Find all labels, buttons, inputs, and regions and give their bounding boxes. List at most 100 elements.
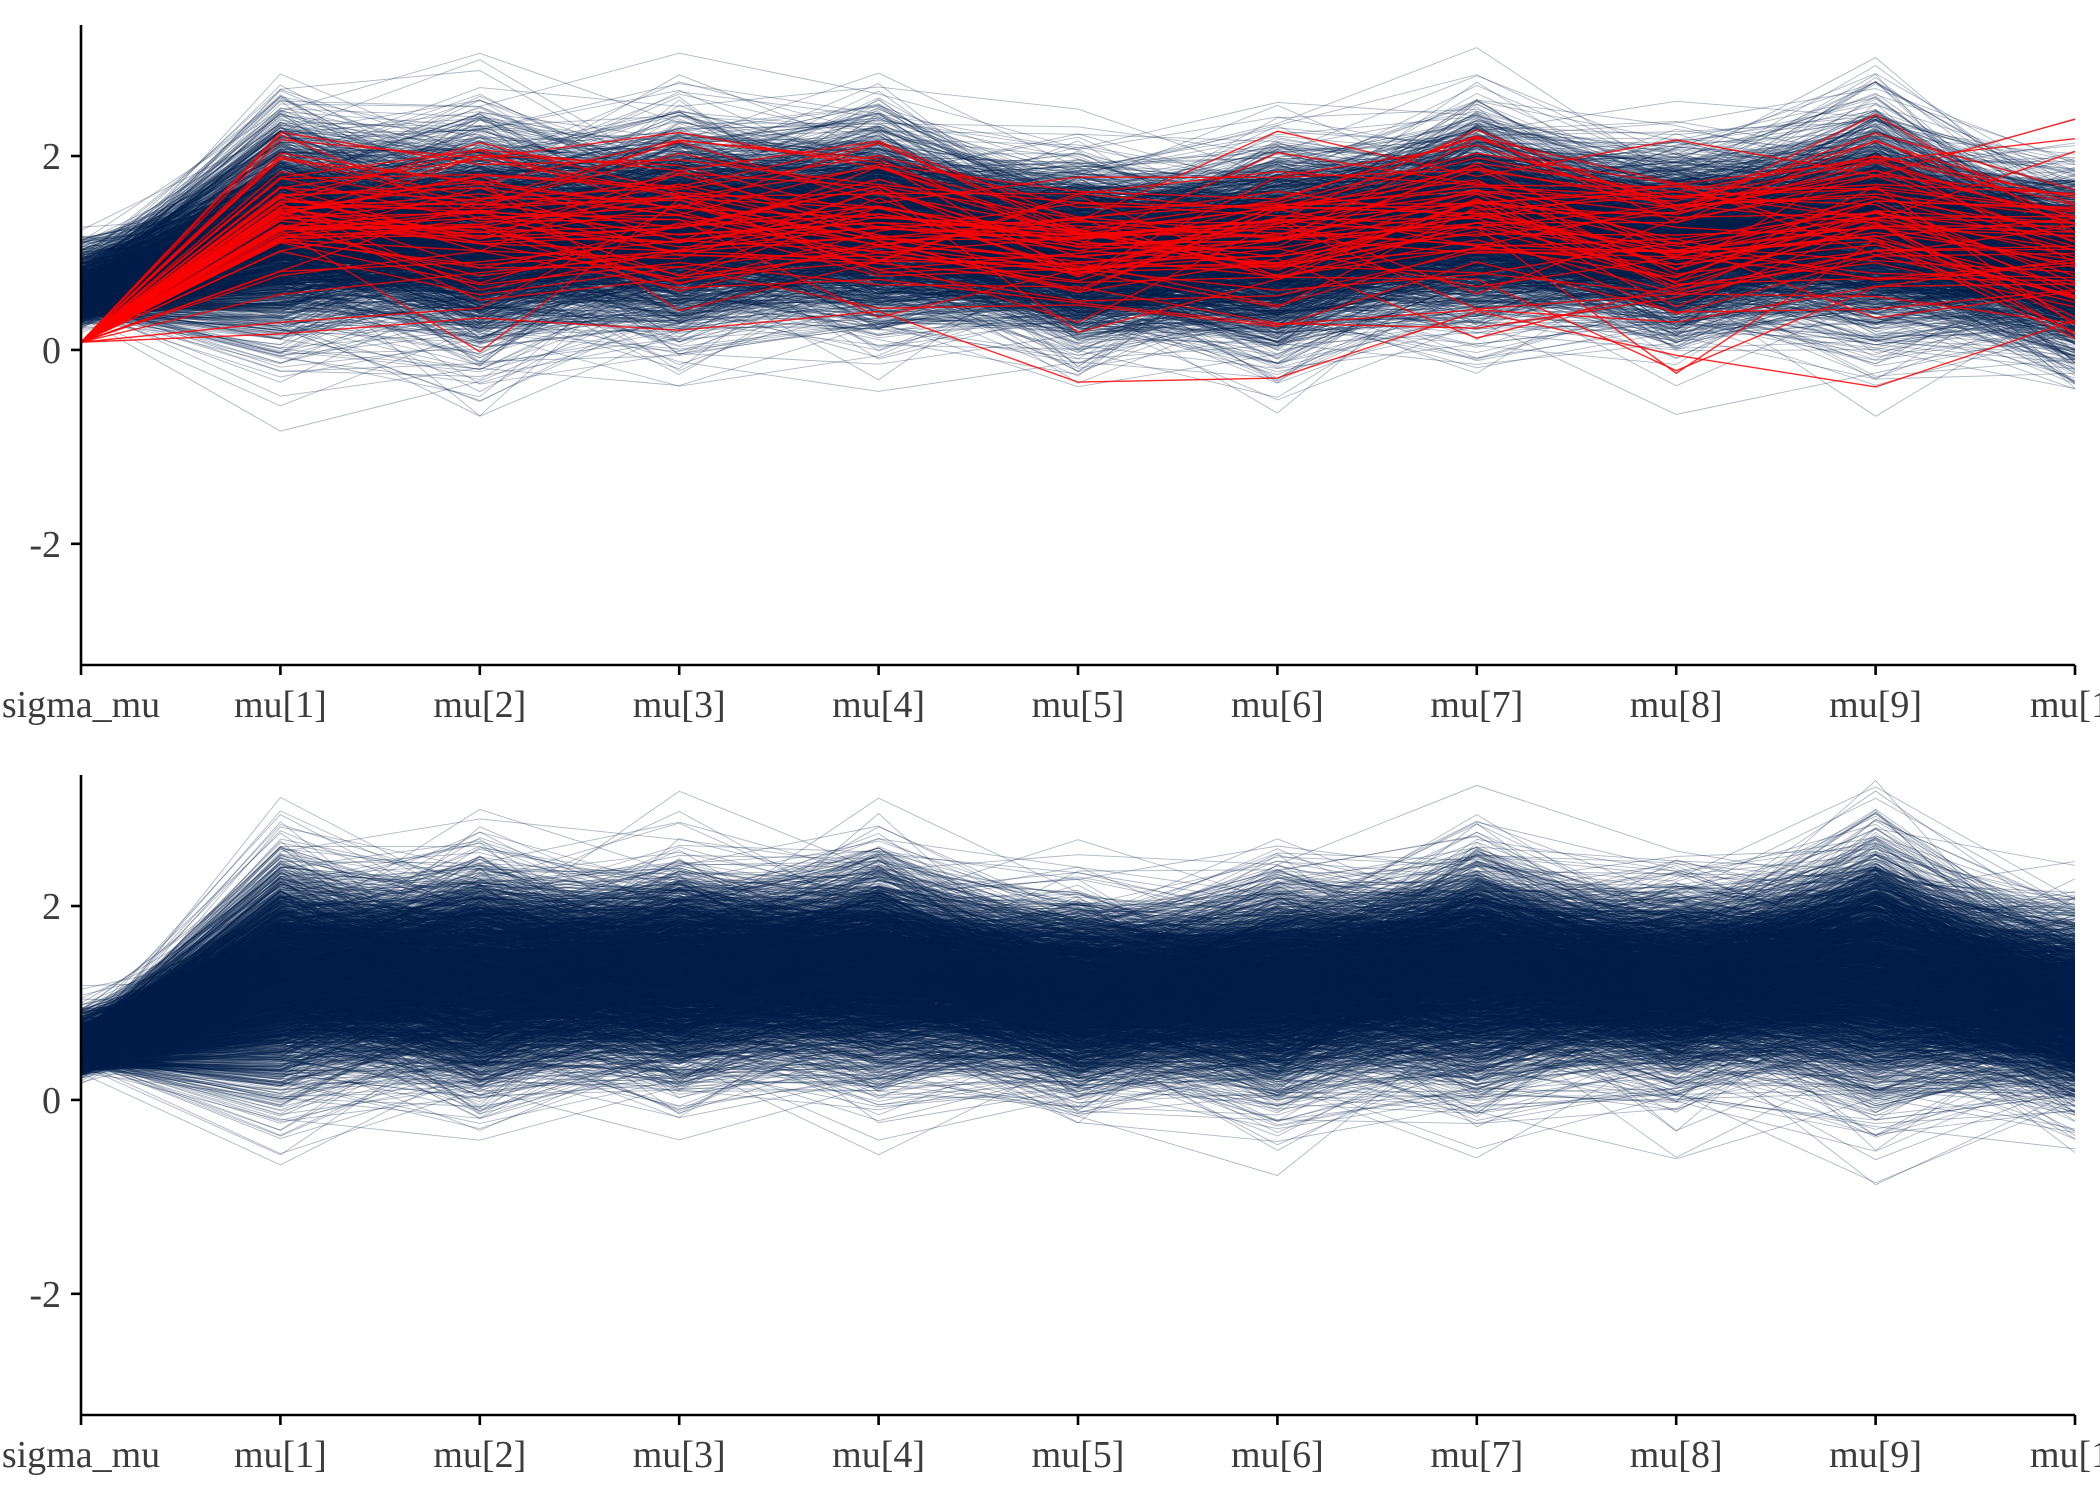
draw-line bbox=[81, 945, 2075, 1071]
draw-line bbox=[81, 239, 2075, 327]
draw-line bbox=[81, 184, 2075, 335]
draw-line bbox=[81, 906, 2075, 1034]
draw-line bbox=[81, 212, 2075, 305]
draw-line bbox=[81, 953, 2075, 1058]
draw-line bbox=[81, 944, 2075, 1060]
draw-line bbox=[81, 241, 2075, 331]
draw-line bbox=[81, 927, 2075, 1027]
draw-line bbox=[81, 920, 2075, 1062]
draw-line bbox=[81, 225, 2075, 414]
draw-line bbox=[81, 932, 2075, 1065]
draw-line bbox=[81, 854, 2075, 1046]
draw-line bbox=[81, 889, 2075, 1063]
draw-line bbox=[81, 910, 2075, 1013]
draw-line bbox=[81, 901, 2075, 1030]
draw-line bbox=[81, 908, 2075, 1035]
draw-line bbox=[81, 945, 2075, 1061]
draw-line bbox=[81, 153, 2075, 278]
draw-line bbox=[81, 90, 2075, 293]
draw-line bbox=[81, 195, 2075, 325]
draw-line bbox=[81, 195, 2075, 307]
draw-line bbox=[81, 262, 2075, 329]
draw-line bbox=[81, 960, 2075, 1096]
draw-line bbox=[81, 993, 2075, 1094]
draw-line bbox=[81, 982, 2075, 1083]
draw-line bbox=[81, 1035, 2075, 1109]
draw-line bbox=[81, 887, 2075, 1079]
draw-line bbox=[81, 909, 2075, 1047]
draw-line bbox=[81, 838, 2075, 1051]
draw-line bbox=[81, 880, 2075, 1031]
draw-line bbox=[81, 196, 2075, 301]
draw-line bbox=[81, 926, 2075, 1062]
draw-line bbox=[81, 275, 2075, 349]
draw-line bbox=[81, 201, 2075, 314]
draw-line bbox=[81, 867, 2075, 1028]
draw-line bbox=[81, 907, 2075, 1113]
draw-line bbox=[81, 108, 2075, 272]
draw-line bbox=[81, 955, 2075, 1068]
draw-line bbox=[81, 206, 2075, 343]
x-tick-label: mu[2] bbox=[433, 1434, 526, 1476]
draw-line bbox=[81, 190, 2075, 323]
draw-line bbox=[81, 132, 2075, 343]
draw-line bbox=[81, 168, 2075, 337]
draw-line bbox=[81, 891, 2075, 1033]
draw-line bbox=[81, 884, 2075, 1034]
draw-line bbox=[81, 888, 2075, 1025]
draw-line bbox=[81, 930, 2075, 1070]
draw-line bbox=[81, 896, 2075, 1035]
draw-line bbox=[81, 909, 2075, 1038]
y-tick-label: 0 bbox=[42, 330, 61, 372]
draw-line bbox=[81, 909, 2075, 1039]
draw-line bbox=[81, 988, 2075, 1087]
draw-line bbox=[81, 935, 2075, 1058]
draw-line bbox=[81, 880, 2075, 1025]
draw-line bbox=[81, 169, 2075, 299]
draw-line bbox=[81, 199, 2075, 316]
draw-line bbox=[81, 929, 2075, 1030]
draw-line bbox=[81, 912, 2075, 1051]
draw-line bbox=[81, 981, 2075, 1074]
draw-line bbox=[81, 195, 2075, 343]
draw-line bbox=[81, 160, 2075, 350]
draw-line bbox=[81, 151, 2075, 318]
draw-line bbox=[81, 904, 2075, 1030]
draw-line bbox=[81, 945, 2075, 1045]
draw-line bbox=[81, 944, 2075, 1061]
draw-line bbox=[81, 961, 2075, 1062]
draw-line bbox=[81, 139, 2075, 343]
draw-line bbox=[81, 220, 2075, 324]
draw-line bbox=[81, 266, 2075, 375]
draw-line bbox=[81, 975, 2075, 1080]
draw-line bbox=[81, 899, 2075, 1049]
draw-line bbox=[81, 915, 2075, 1058]
draw-line bbox=[81, 217, 2075, 325]
draw-line bbox=[81, 887, 2075, 1054]
draw-line bbox=[81, 231, 2075, 313]
draw-line bbox=[81, 964, 2075, 1063]
draw-line bbox=[81, 1008, 2075, 1087]
draw-line bbox=[81, 166, 2075, 265]
draw-line bbox=[81, 209, 2075, 335]
draw-line bbox=[81, 247, 2075, 351]
draw-line bbox=[81, 955, 2075, 1073]
draw-line bbox=[81, 850, 2075, 1032]
draw-line bbox=[81, 264, 2075, 366]
draw-line bbox=[81, 246, 2075, 370]
x-tick-label: mu[5] bbox=[1032, 684, 1125, 726]
draw-line bbox=[81, 931, 2075, 1038]
draw-line bbox=[81, 917, 2075, 1051]
draw-line bbox=[81, 888, 2075, 1038]
draw-line bbox=[81, 998, 2075, 1113]
draw-line bbox=[81, 891, 2075, 1057]
draw-line bbox=[81, 893, 2075, 1067]
draw-line bbox=[81, 140, 2075, 286]
draw-line bbox=[81, 942, 2075, 1087]
draw-line bbox=[81, 870, 2075, 1027]
draw-line bbox=[81, 890, 2075, 1062]
draw-line bbox=[81, 110, 2075, 284]
draw-line bbox=[81, 956, 2075, 1060]
draw-line bbox=[81, 901, 2075, 1070]
